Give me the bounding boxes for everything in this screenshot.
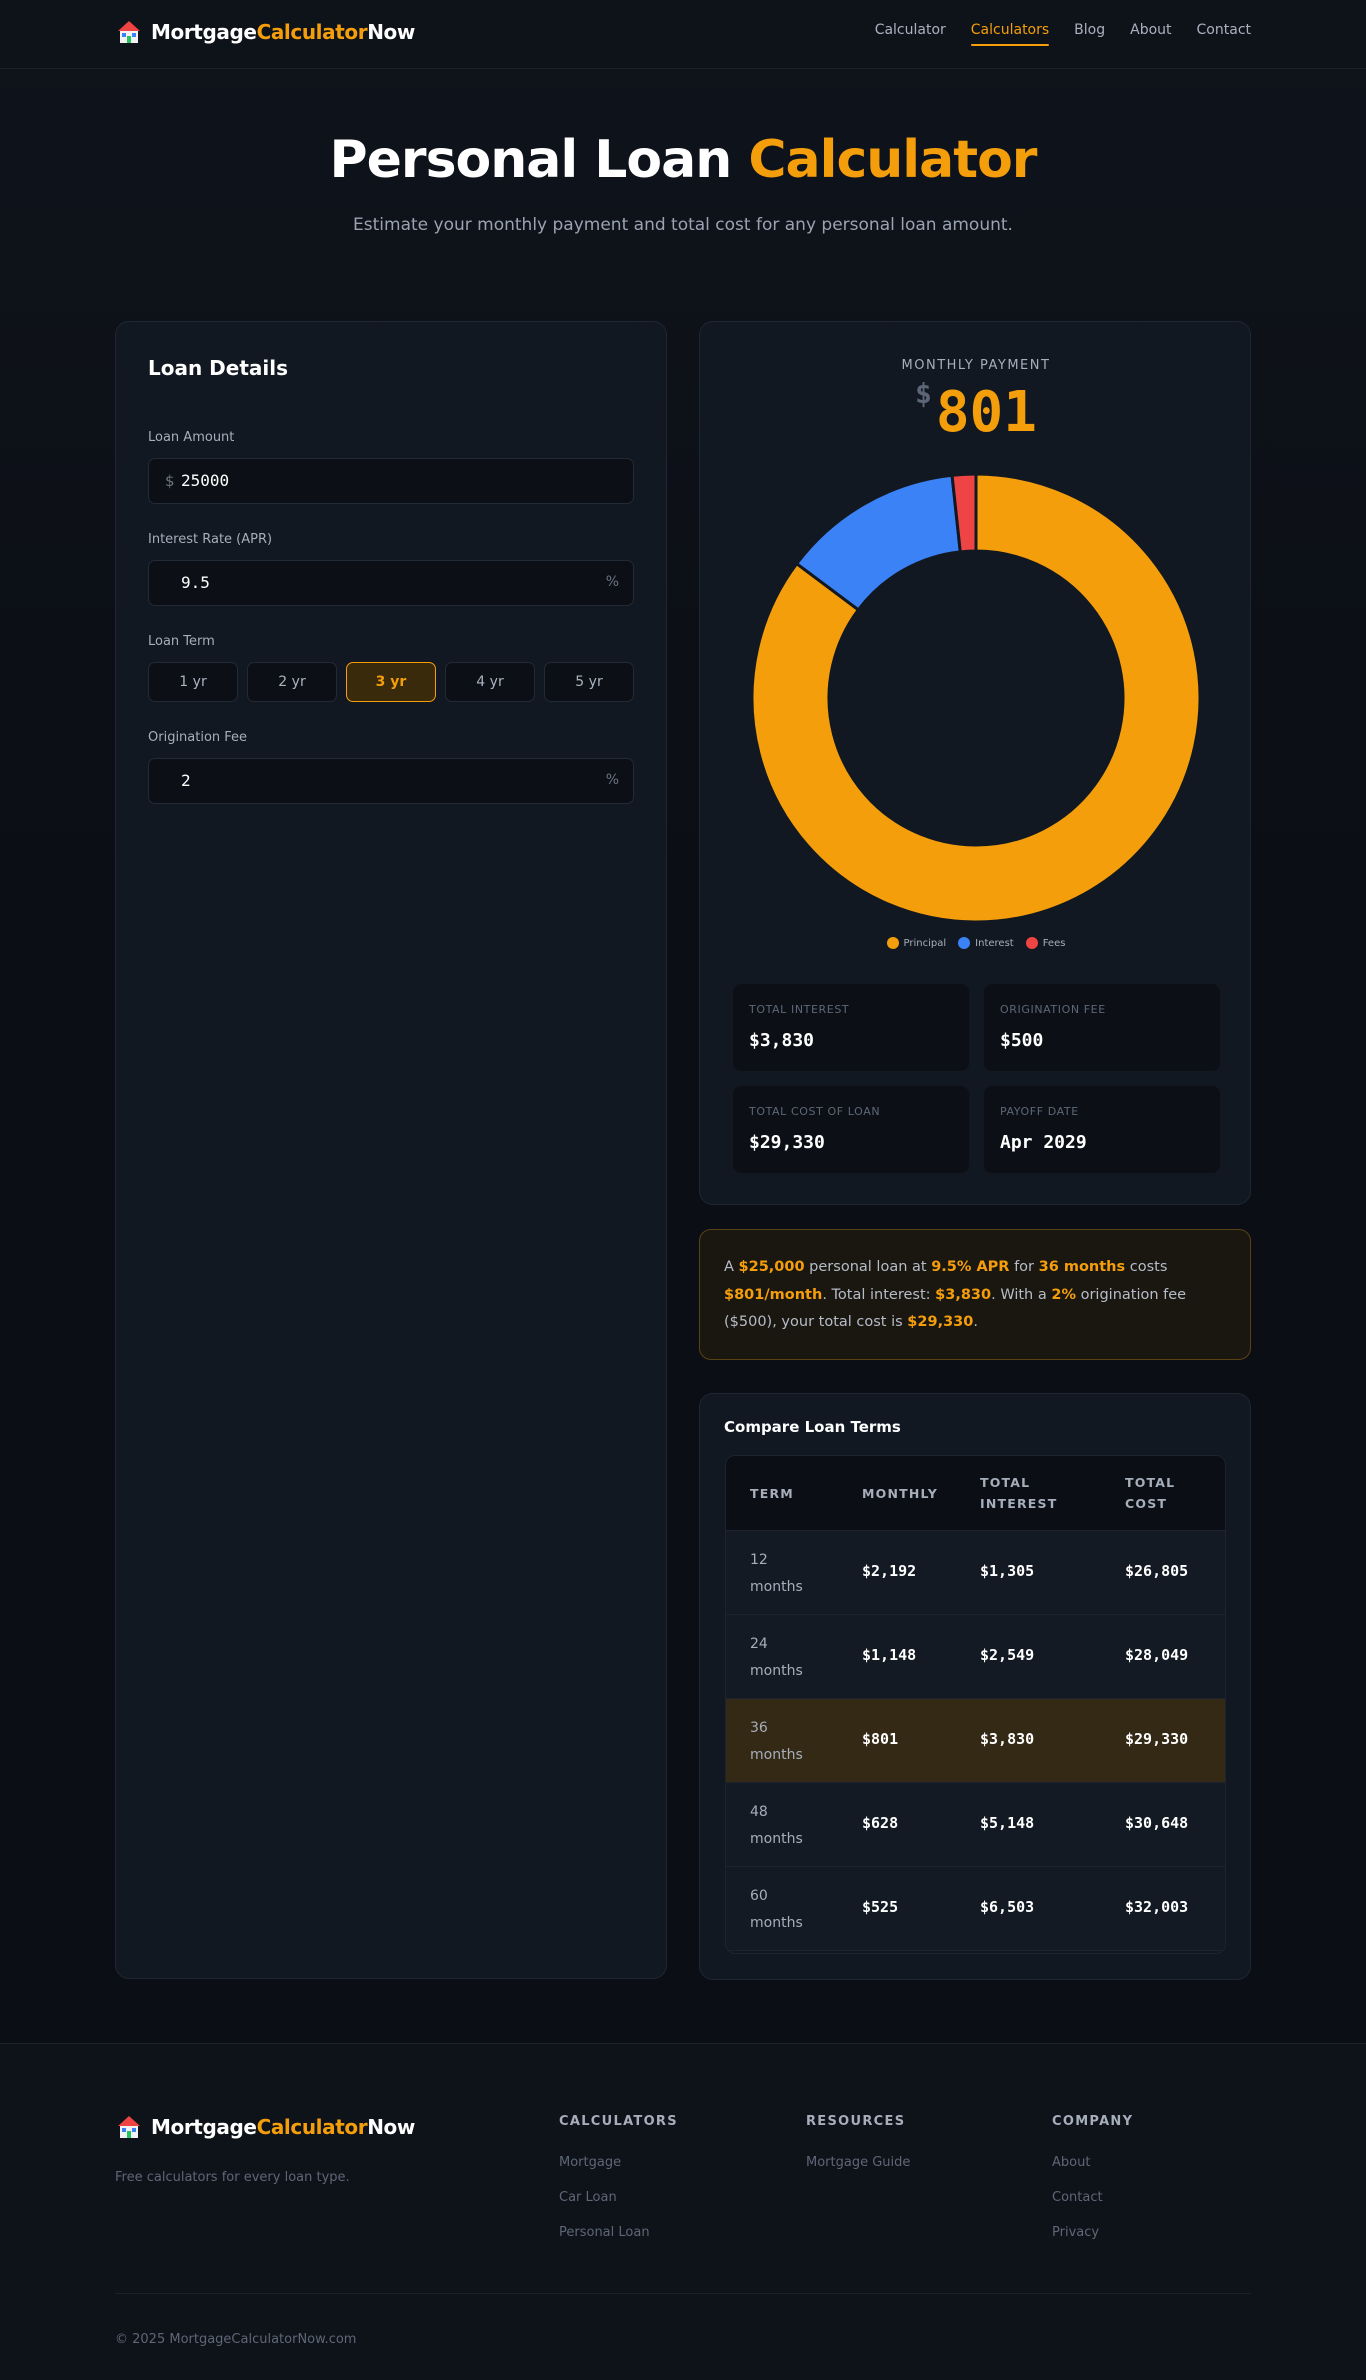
interest-rate-value: 9.5 xyxy=(181,573,210,592)
donut-slice-principal xyxy=(751,473,1201,923)
footer-divider xyxy=(115,2293,1251,2294)
compare-terms-title: Compare Loan Terms xyxy=(724,1418,901,1436)
footer-col-calculators-title: CALCULATORS xyxy=(559,2114,678,2129)
term-cell: 12 months xyxy=(750,1552,803,1595)
stat-origination-fee: ORIGINATION FEE $500 xyxy=(984,984,1220,1071)
loan-details-title: Loan Details xyxy=(148,356,289,380)
total-cost-cell: $30,648 xyxy=(1125,1814,1189,1832)
monthly-cell: $525 xyxy=(862,1898,899,1916)
total-cost-cell: $28,049 xyxy=(1125,1646,1189,1664)
nav-links: Calculator Calculators Blog About Contac… xyxy=(850,22,1251,46)
footer-link-mortgage[interactable]: Mortgage xyxy=(559,2155,622,2170)
payment-breakdown-donut xyxy=(751,473,1201,923)
loan-amount-value: 25000 xyxy=(181,471,230,490)
percent-suffix: % xyxy=(605,772,619,788)
logo-text: MortgageCalculatorNow xyxy=(151,20,415,44)
footer-tagline: Free calculators for every loan type. xyxy=(115,2170,350,2185)
top-nav: MortgageCalculatorNow Calculator Calcula… xyxy=(0,0,1366,69)
total-cost-cell: $32,003 xyxy=(1125,1898,1189,1916)
house-icon xyxy=(118,2116,140,2138)
term-button-5yr[interactable]: 5 yr xyxy=(544,662,634,702)
footer-link-privacy[interactable]: Privacy xyxy=(1052,2225,1100,2240)
table-row: 12 months $2,192 $1,305 $26,805 xyxy=(726,1531,1225,1615)
stat-total-interest: TOTAL INTEREST $3,830 xyxy=(733,984,969,1071)
term-cell: 36 months xyxy=(750,1720,803,1763)
donut-slice-fees xyxy=(950,473,978,554)
loan-summary-callout: A $25,000 personal loan at 9.5% APR for … xyxy=(699,1229,1251,1360)
interest-rate-input[interactable]: 9.5 % xyxy=(148,560,634,606)
house-icon xyxy=(118,21,140,43)
origination-fee-input[interactable]: 2 % xyxy=(148,758,634,804)
total-interest-cell: $5,148 xyxy=(980,1814,1035,1832)
monthly-cell: $801 xyxy=(862,1730,899,1748)
currency-symbol: $ xyxy=(914,377,932,410)
total-cost-cell: $26,805 xyxy=(1125,1562,1189,1580)
monthly-payment-value: $801 xyxy=(914,377,1037,445)
table-header: TERM MONTHLY TOTAL INTEREST TOTAL COST xyxy=(726,1456,1225,1531)
origination-fee-label: Origination Fee xyxy=(148,730,248,745)
dollar-prefix: $ xyxy=(165,472,175,490)
compare-terms-card: Compare Loan Terms TERM MONTHLY TOTAL INT… xyxy=(699,1393,1251,1980)
footer-copyright: © 2025 MortgageCalculatorNow.com xyxy=(115,2332,357,2347)
total-interest-cell: $3,830 xyxy=(980,1730,1035,1748)
table-row: 48 months $628 $5,148 $30,648 xyxy=(726,1783,1225,1867)
total-interest-cell: $1,305 xyxy=(980,1562,1035,1580)
footer-logo[interactable]: MortgageCalculatorNow xyxy=(117,2115,415,2139)
header-term: TERM xyxy=(750,1486,794,1501)
loan-amount-label: Loan Amount xyxy=(148,430,235,445)
header-monthly: MONTHLY xyxy=(862,1486,938,1501)
term-cell: 24 months xyxy=(750,1636,803,1679)
term-button-1yr[interactable]: 1 yr xyxy=(148,662,238,702)
origination-fee-value: 2 xyxy=(181,771,191,790)
footer-logo-text: MortgageCalculatorNow xyxy=(151,2115,415,2139)
term-cell: 48 months xyxy=(750,1804,803,1847)
legend-interest: Interest xyxy=(958,937,1014,949)
nav-link-calculators[interactable]: Calculators xyxy=(970,22,1050,46)
footer-link-car-loan[interactable]: Car Loan xyxy=(559,2190,617,2205)
total-cost-cell: $29,330 xyxy=(1125,1730,1189,1748)
interest-rate-label: Interest Rate (APR) xyxy=(148,532,273,547)
site-logo[interactable]: MortgageCalculatorNow xyxy=(117,20,415,44)
compare-table: TERM MONTHLY TOTAL INTEREST TOTAL COST 12 … xyxy=(725,1455,1226,1954)
table-row: 60 months $525 $6,503 $32,003 xyxy=(726,1867,1225,1951)
header-total-cost: TOTAL COST xyxy=(1125,1475,1176,1511)
footer-link-personal-loan[interactable]: Personal Loan xyxy=(559,2225,650,2240)
term-button-4yr[interactable]: 4 yr xyxy=(445,662,535,702)
table-row: 24 months $1,148 $2,549 $28,049 xyxy=(726,1615,1225,1699)
footer-link-mortgage-guide[interactable]: Mortgage Guide xyxy=(806,2155,911,2170)
page-title: Personal Loan Calculator xyxy=(329,130,1038,190)
stat-payoff-date: PAYOFF DATE Apr 2029 xyxy=(984,1086,1220,1173)
term-button-2yr[interactable]: 2 yr xyxy=(247,662,337,702)
results-card: MONTHLY PAYMENT $801 Principal Interest … xyxy=(699,321,1251,1205)
nav-link-blog[interactable]: Blog xyxy=(1074,22,1106,38)
header-total-interest: TOTAL INTEREST xyxy=(980,1475,1058,1511)
term-cell: 60 months xyxy=(750,1888,803,1931)
monthly-cell: $1,148 xyxy=(862,1646,917,1664)
table-row: 36 months $801 $3,830 $29,330 xyxy=(726,1699,1225,1783)
percent-suffix: % xyxy=(605,574,619,590)
site-footer: MortgageCalculatorNow Free calculators f… xyxy=(0,2043,1366,2380)
legend-principal: Principal xyxy=(886,937,946,949)
nav-link-about[interactable]: About xyxy=(1130,22,1172,38)
term-button-3yr[interactable]: 3 yr xyxy=(346,662,436,702)
loan-term-selector: 1 yr 2 yr 3 yr 4 yr 5 yr xyxy=(148,662,634,702)
footer-col-company-title: COMPANY xyxy=(1052,2114,1134,2129)
loan-term-label: Loan Term xyxy=(148,634,215,649)
total-interest-cell: $6,503 xyxy=(980,1898,1035,1916)
nav-link-calculator[interactable]: Calculator xyxy=(874,22,946,38)
page-subtitle: Estimate your monthly payment and total … xyxy=(353,215,1013,235)
monthly-cell: $2,192 xyxy=(862,1562,917,1580)
monthly-payment-label: MONTHLY PAYMENT xyxy=(901,358,1051,373)
footer-col-resources-title: RESOURCES xyxy=(806,2114,906,2129)
stat-total-cost: TOTAL COST OF LOAN $29,330 xyxy=(733,1086,969,1173)
footer-link-about[interactable]: About xyxy=(1052,2155,1091,2170)
nav-link-contact[interactable]: Contact xyxy=(1196,22,1251,38)
loan-amount-input[interactable]: $ 25000 xyxy=(148,458,634,504)
chart-legend: Principal Interest Fees xyxy=(700,937,1252,949)
legend-fees: Fees xyxy=(1025,937,1065,949)
monthly-cell: $628 xyxy=(862,1814,899,1832)
total-interest-cell: $2,549 xyxy=(980,1646,1035,1664)
loan-details-card: Loan Details Loan Amount $ 25000 Interes… xyxy=(115,321,667,1979)
footer-link-contact[interactable]: Contact xyxy=(1052,2190,1103,2205)
